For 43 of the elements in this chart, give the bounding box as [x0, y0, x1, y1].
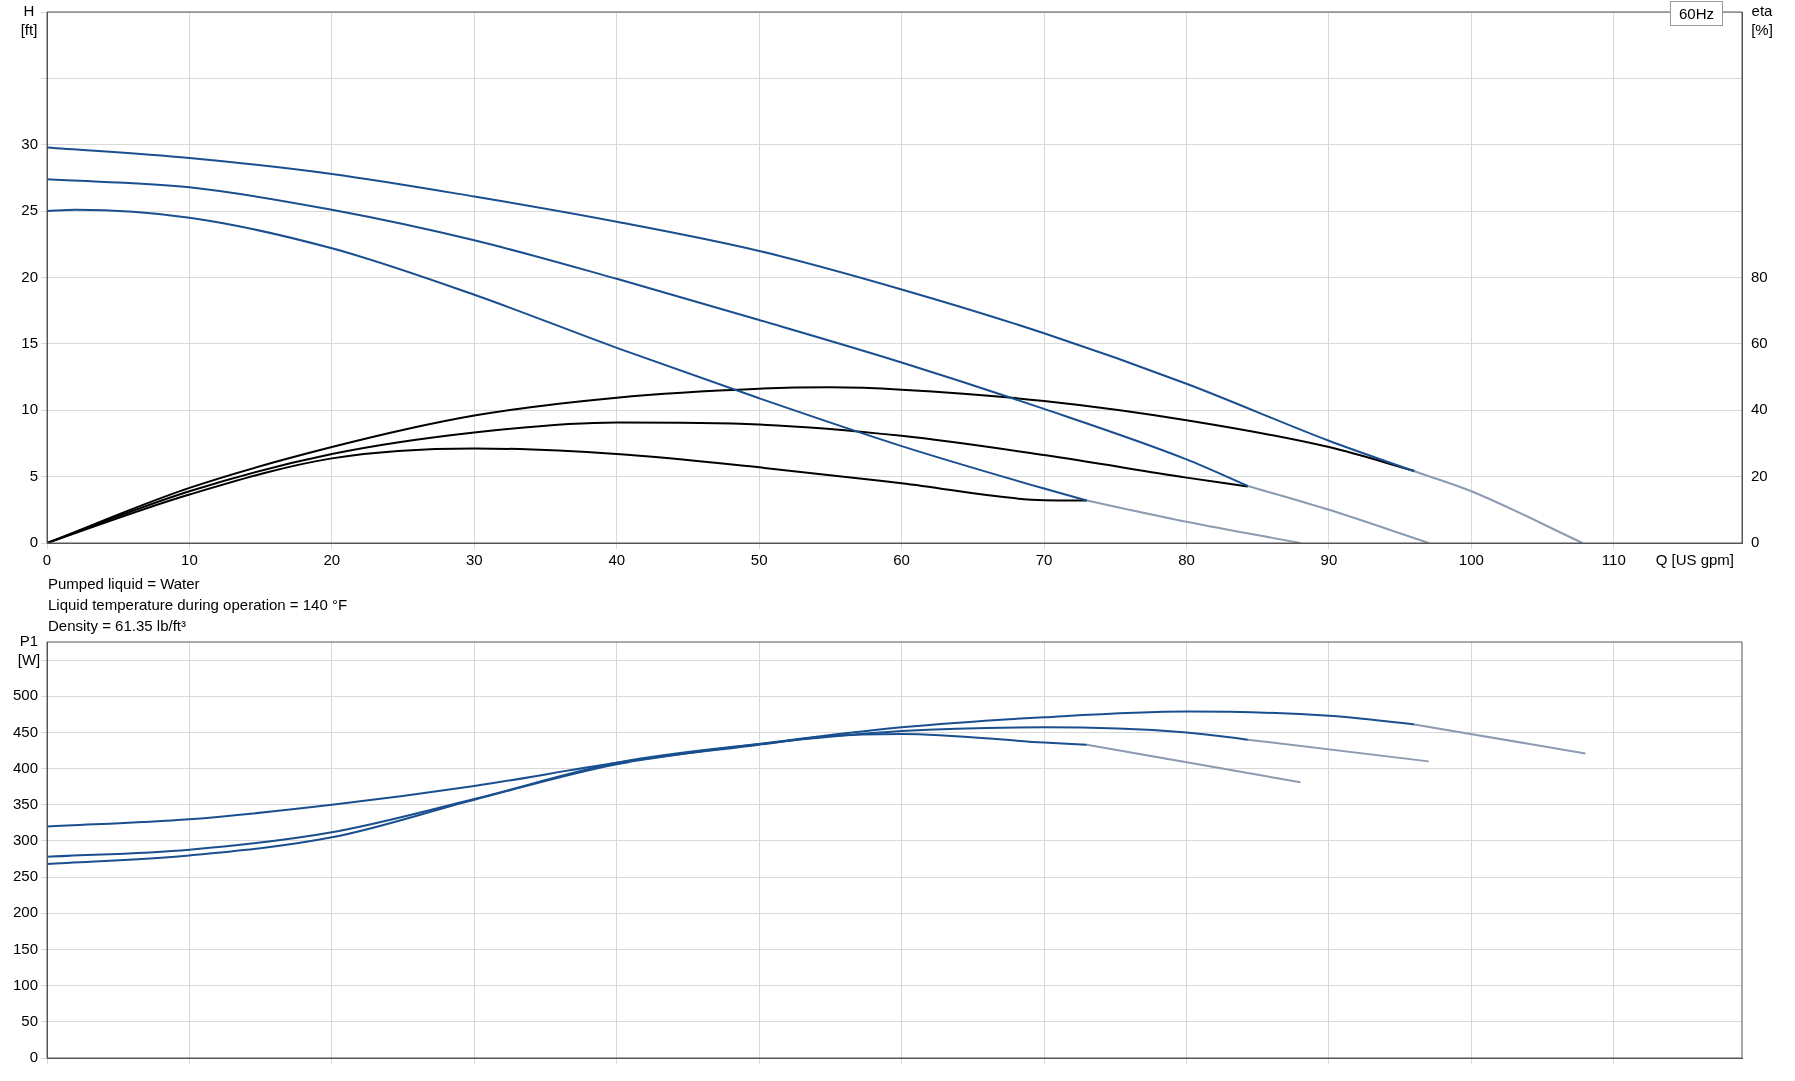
- x-tick-label: 90: [1320, 551, 1338, 569]
- x-tick-label: 40: [608, 551, 626, 569]
- x-tick-label: 0: [42, 551, 52, 569]
- x-tick-label: 80: [1178, 551, 1195, 569]
- y-tick-label: 450: [12, 722, 38, 740]
- y2-tick-label: 80: [1751, 267, 1768, 285]
- y-tick-label: 0: [29, 533, 38, 551]
- x-tick-label: 10: [181, 551, 198, 569]
- y-tick-label: 0: [29, 1048, 38, 1066]
- x-tick-label: 70: [1035, 551, 1053, 569]
- y2-axis-title: eta [%]: [1751, 1, 1774, 38]
- x-tick-label: 30: [465, 551, 483, 569]
- y-tick-label: 10: [21, 400, 38, 418]
- y-tick-label: 30: [21, 134, 38, 152]
- text: Liquid temperature during operation = 140 °F: [48, 595, 348, 615]
- x-tick-label: 20: [323, 551, 341, 569]
- x-tick-label: 110: [1601, 551, 1626, 569]
- annotation: 60Hz: [1678, 5, 1714, 22]
- x-axis-title: Q [US gpm]: [1655, 550, 1734, 568]
- y-tick-label: 350: [12, 794, 38, 812]
- x-tick-label: 50: [750, 551, 768, 569]
- y-tick-label: 500: [12, 686, 38, 704]
- y2-tick-label: 40: [1751, 400, 1768, 418]
- y-tick-label: 300: [12, 831, 38, 849]
- text: Density = 61.35 lb/ft³: [48, 616, 187, 636]
- y-tick-label: 25: [21, 201, 38, 219]
- y2-tick-label: 60: [1751, 334, 1768, 352]
- y-axis-title: P1 [W]: [17, 631, 41, 668]
- y-tick-label: 15: [21, 334, 38, 352]
- y-tick-label: 50: [21, 1011, 38, 1029]
- y-tick-label: 20: [21, 267, 38, 285]
- y-tick-label: 250: [12, 867, 38, 885]
- y2-tick-label: 20: [1751, 466, 1768, 484]
- y-tick-label: 150: [12, 939, 38, 957]
- text: Pumped liquid = Water: [48, 574, 201, 594]
- y-tick-label: 400: [12, 758, 38, 776]
- y2-tick-label: 0: [1751, 533, 1760, 551]
- y-tick-label: 5: [29, 466, 38, 484]
- x-tick-label: 100: [1458, 551, 1484, 569]
- x-tick-label: 60: [893, 551, 910, 569]
- y-tick-label: 200: [12, 903, 38, 921]
- y-axis-title: H [ft]: [20, 1, 38, 38]
- y-tick-label: 100: [12, 975, 38, 993]
